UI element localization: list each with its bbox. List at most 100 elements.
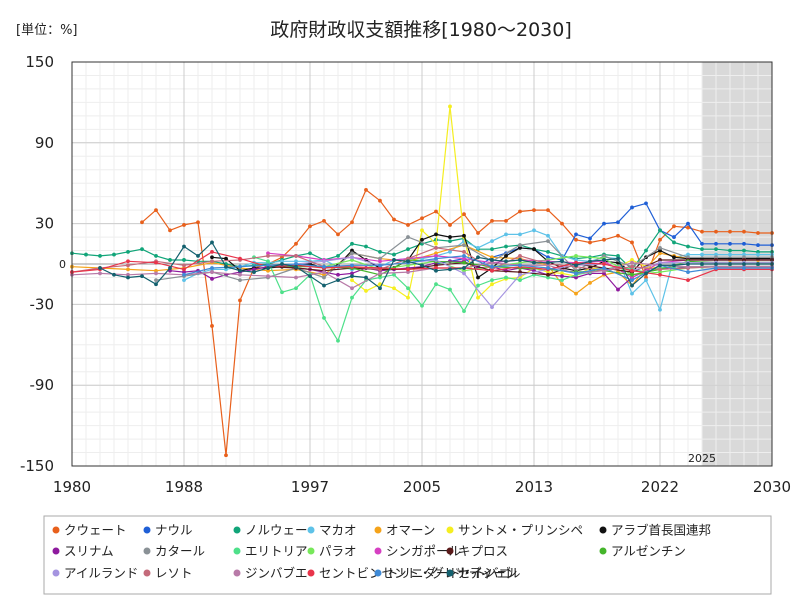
data-point bbox=[406, 270, 410, 274]
data-point bbox=[448, 223, 452, 227]
data-point bbox=[756, 252, 760, 257]
data-point bbox=[714, 247, 718, 252]
data-point bbox=[546, 239, 550, 244]
data-point bbox=[518, 272, 522, 277]
legend-marker bbox=[599, 547, 607, 555]
data-point bbox=[658, 245, 662, 250]
data-point bbox=[210, 249, 214, 254]
data-point bbox=[378, 263, 382, 268]
data-point bbox=[294, 286, 298, 291]
data-point bbox=[308, 251, 312, 256]
data-point bbox=[238, 256, 242, 261]
data-point bbox=[672, 263, 676, 268]
data-point bbox=[476, 255, 480, 260]
data-point bbox=[490, 239, 494, 244]
data-point bbox=[518, 254, 522, 258]
data-point bbox=[490, 260, 494, 265]
legend-marker bbox=[52, 569, 60, 577]
data-point bbox=[686, 270, 690, 274]
data-point bbox=[462, 249, 466, 254]
data-point bbox=[168, 228, 172, 233]
legend-marker bbox=[446, 547, 454, 555]
data-point bbox=[378, 266, 382, 270]
legend-label: カタール bbox=[155, 544, 205, 559]
data-point bbox=[560, 278, 564, 283]
data-point bbox=[294, 275, 298, 280]
legend: クウェート ナウル ノルウェー マカオ オマーン サントメ・プリンシペ アラブ首長国連邦スリ… bbox=[43, 515, 772, 595]
data-point bbox=[672, 240, 676, 245]
data-point bbox=[672, 255, 676, 260]
data-point bbox=[658, 228, 662, 233]
data-point bbox=[616, 254, 620, 258]
legend-item: クウェート bbox=[52, 523, 127, 538]
data-point bbox=[462, 233, 466, 238]
data-point bbox=[350, 278, 354, 283]
data-point bbox=[140, 274, 144, 279]
data-point bbox=[518, 209, 522, 214]
legend-marker bbox=[374, 547, 382, 555]
x-tick-label: 2022 bbox=[641, 478, 679, 496]
data-point bbox=[602, 268, 606, 273]
data-point bbox=[462, 260, 466, 265]
data-point bbox=[686, 278, 690, 283]
data-point bbox=[504, 244, 508, 249]
legend-item: ナウル bbox=[143, 523, 193, 538]
data-point bbox=[238, 268, 242, 273]
legend-marker bbox=[374, 569, 382, 577]
data-point bbox=[98, 254, 102, 258]
zero-label: 0 bbox=[59, 258, 66, 271]
x-tick-label: 2030 bbox=[753, 478, 791, 496]
data-point bbox=[126, 259, 130, 264]
data-point bbox=[546, 249, 550, 254]
data-point bbox=[266, 251, 270, 256]
data-point bbox=[364, 188, 368, 192]
data-point bbox=[294, 254, 298, 258]
legend-item: キプロス bbox=[446, 544, 508, 559]
x-tick-label: 1980 bbox=[53, 478, 91, 496]
data-point bbox=[462, 268, 466, 273]
data-point bbox=[266, 274, 270, 279]
data-point bbox=[630, 291, 634, 296]
data-point bbox=[126, 267, 130, 272]
data-point bbox=[630, 264, 634, 269]
data-point bbox=[630, 268, 634, 273]
data-point bbox=[588, 240, 592, 245]
data-point bbox=[714, 241, 718, 246]
data-point bbox=[126, 272, 130, 277]
data-point bbox=[546, 272, 550, 277]
data-point bbox=[210, 324, 214, 328]
data-point bbox=[546, 275, 550, 280]
data-point bbox=[350, 263, 354, 268]
data-point bbox=[476, 275, 480, 280]
legend-item: サントメ・プリンシペ bbox=[446, 523, 583, 538]
data-point bbox=[210, 270, 214, 274]
legend-marker bbox=[143, 547, 151, 555]
data-point bbox=[518, 260, 522, 265]
data-point bbox=[182, 223, 186, 227]
data-point bbox=[602, 271, 606, 276]
data-point bbox=[574, 260, 578, 265]
data-point bbox=[378, 249, 382, 254]
x-tick-label: 2013 bbox=[515, 478, 553, 496]
legend-label: ジンバブエ bbox=[245, 566, 308, 581]
data-point bbox=[378, 275, 382, 280]
data-point bbox=[210, 266, 214, 270]
data-point bbox=[588, 259, 592, 264]
data-point bbox=[630, 283, 634, 288]
legend-item: エリトリア bbox=[233, 544, 308, 559]
data-point bbox=[700, 229, 704, 234]
legend-box bbox=[43, 515, 772, 595]
data-point bbox=[532, 260, 536, 265]
data-point bbox=[126, 275, 130, 280]
data-point bbox=[140, 247, 144, 252]
series-line bbox=[71, 251, 772, 281]
data-point bbox=[560, 259, 564, 264]
data-point bbox=[448, 267, 452, 272]
data-point bbox=[224, 256, 228, 261]
data-point bbox=[742, 229, 746, 234]
data-point bbox=[154, 254, 158, 258]
data-point bbox=[602, 266, 606, 270]
data-point bbox=[504, 254, 508, 258]
data-point bbox=[756, 262, 760, 266]
